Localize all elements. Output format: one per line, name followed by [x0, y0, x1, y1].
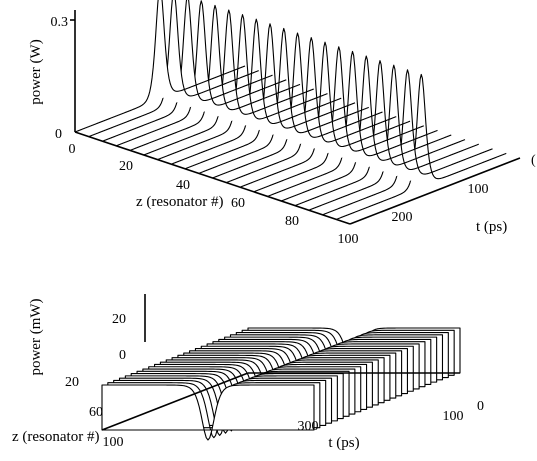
top-t-tick-200: 200	[392, 210, 413, 225]
bottom-z-label: power (mW)	[28, 298, 44, 375]
bottom-t-tick-0: 0	[477, 399, 484, 414]
top-x-axis	[74, 131, 351, 225]
bottom-x-label: z (resonator #)	[12, 429, 99, 445]
bottom-x-axis	[101, 372, 249, 431]
top-t-tick-100: 100	[468, 182, 489, 197]
top-traces	[74, 0, 507, 220]
top-x-tick-40: 40	[176, 178, 190, 193]
top-trace-z0	[74, 0, 246, 133]
bottom-plot: 20 0 power (mW) 20 60 100 z (resonator #…	[12, 294, 484, 451]
top-t-axis	[349, 157, 521, 225]
top-z-tick-0.3: 0.3	[51, 15, 69, 30]
top-x-tick-100: 100	[338, 232, 359, 247]
top-x-tick-80: 80	[285, 214, 299, 229]
bottom-t-label: t (ps)	[328, 435, 359, 451]
top-x-label: z (resonator #)	[136, 194, 223, 210]
bottom-trace-0	[101, 384, 315, 441]
top-x-tick-60: 60	[231, 196, 245, 211]
top-trace-z5	[88, 0, 259, 138]
bottom-traces	[101, 327, 461, 441]
top-trace-z15	[116, 0, 287, 147]
top-t-tick-cut: (	[531, 153, 536, 168]
bottom-t-tick-300: 300	[298, 419, 319, 434]
top-t-label: t (ps)	[476, 219, 507, 235]
top-x-tick-0: 0	[69, 142, 76, 157]
bottom-x-tick-100: 100	[103, 435, 124, 450]
top-trace-z10	[102, 0, 273, 142]
bottom-x-tick-20: 20	[65, 375, 79, 390]
top-x-tick-20: 20	[119, 159, 133, 174]
top-z-label: power (W)	[28, 39, 44, 104]
bottom-z-tick-0: 0	[119, 348, 126, 363]
bottom-t-tick-100: 100	[443, 409, 464, 424]
top-z-tick-0: 0	[55, 127, 62, 142]
bottom-z-tick-20: 20	[112, 312, 126, 327]
bottom-x-tick-60: 60	[89, 405, 103, 420]
top-plot: 0.3 0 power (W) 0 20 40 60 80 100 z (res…	[28, 0, 536, 247]
